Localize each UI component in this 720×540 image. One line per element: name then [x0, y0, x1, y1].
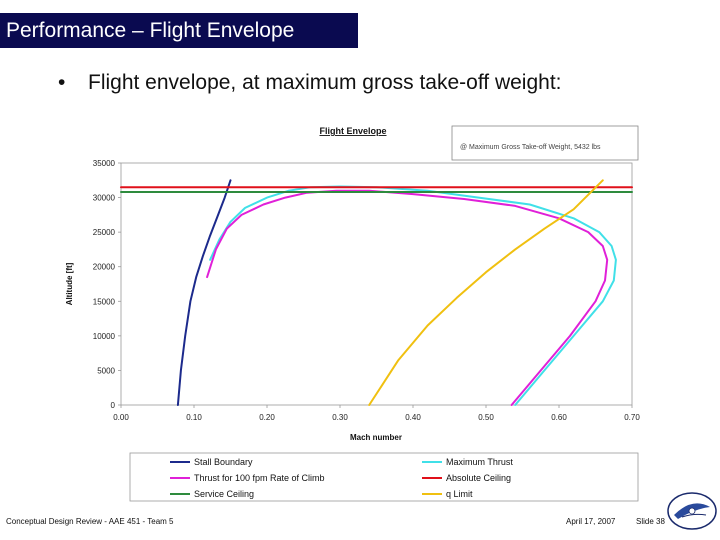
series-line-stall-boundary — [176, 179, 232, 406]
y-tick-label: 20000 — [93, 263, 116, 272]
x-axis-label: Mach number — [350, 433, 402, 442]
x-tick-label: 0.50 — [478, 413, 494, 422]
legend-label-service-ceiling: Service Ceiling — [194, 489, 254, 499]
footer-date: April 17, 2007 — [566, 517, 616, 526]
x-tick-label: 0.30 — [332, 413, 348, 422]
legend-label-q-limit: q Limit — [446, 489, 473, 499]
y-tick-label: 35000 — [93, 159, 116, 168]
y-tick-label: 15000 — [93, 297, 116, 306]
annotation-box — [451, 125, 639, 161]
x-tick-label: 0.40 — [405, 413, 421, 422]
slide-title: Performance – Flight Envelope — [0, 13, 358, 48]
x-tick-label: 0.20 — [259, 413, 275, 422]
plot-area — [120, 162, 633, 406]
series-line-thrust-for-100-fpm-rate-of-climb — [206, 189, 609, 406]
y-tick-label: 5000 — [97, 366, 115, 375]
bullet-text: Flight envelope, at maximum gross take-o… — [88, 71, 562, 94]
series-line-q-limit — [368, 179, 604, 406]
y-axis-label: Altitude [ft] — [65, 262, 74, 305]
chart-title: Flight Envelope — [319, 126, 386, 136]
x-tick-label: 0.60 — [551, 413, 567, 422]
y-tick-label: 10000 — [93, 332, 116, 341]
axis-layer: 0 5000 10000 15000 20000 25000 30000 35000 0.00 0… — [93, 159, 641, 422]
legend-box — [129, 452, 639, 502]
bullet-dot: • — [58, 71, 66, 94]
annotation-text: @ Maximum Gross Take-off Weight, 5432 lb… — [460, 144, 601, 151]
series-line-maximum-thrust — [209, 185, 617, 406]
legend-layer: Stall Boundary Thrust for 100 fpm Rate of… — [170, 457, 513, 499]
y-tick-label: 25000 — [93, 228, 116, 237]
team-logo-icon — [667, 492, 717, 530]
legend-label-absolute-ceiling: Absolute Ceiling — [446, 473, 511, 483]
x-tick-label: 0.10 — [186, 413, 202, 422]
x-tick-label: 0.00 — [113, 413, 129, 422]
legend-label-maximum-thrust: Maximum Thrust — [446, 457, 513, 467]
legend-label-stall-boundary: Stall Boundary — [194, 457, 253, 467]
legend-label-thrust-for-100-fpm-rate-of-climb: Thrust for 100 fpm Rate of Climb — [194, 473, 325, 483]
footer-presentation: Conceptual Design Review - AAE 451 - Tea… — [6, 517, 174, 526]
x-tick-label: 0.70 — [624, 413, 640, 422]
footer-slide-number: Slide 38 — [636, 517, 665, 526]
y-tick-label: 0 — [111, 401, 116, 410]
y-tick-label: 30000 — [93, 194, 116, 203]
series-layer — [120, 179, 633, 406]
